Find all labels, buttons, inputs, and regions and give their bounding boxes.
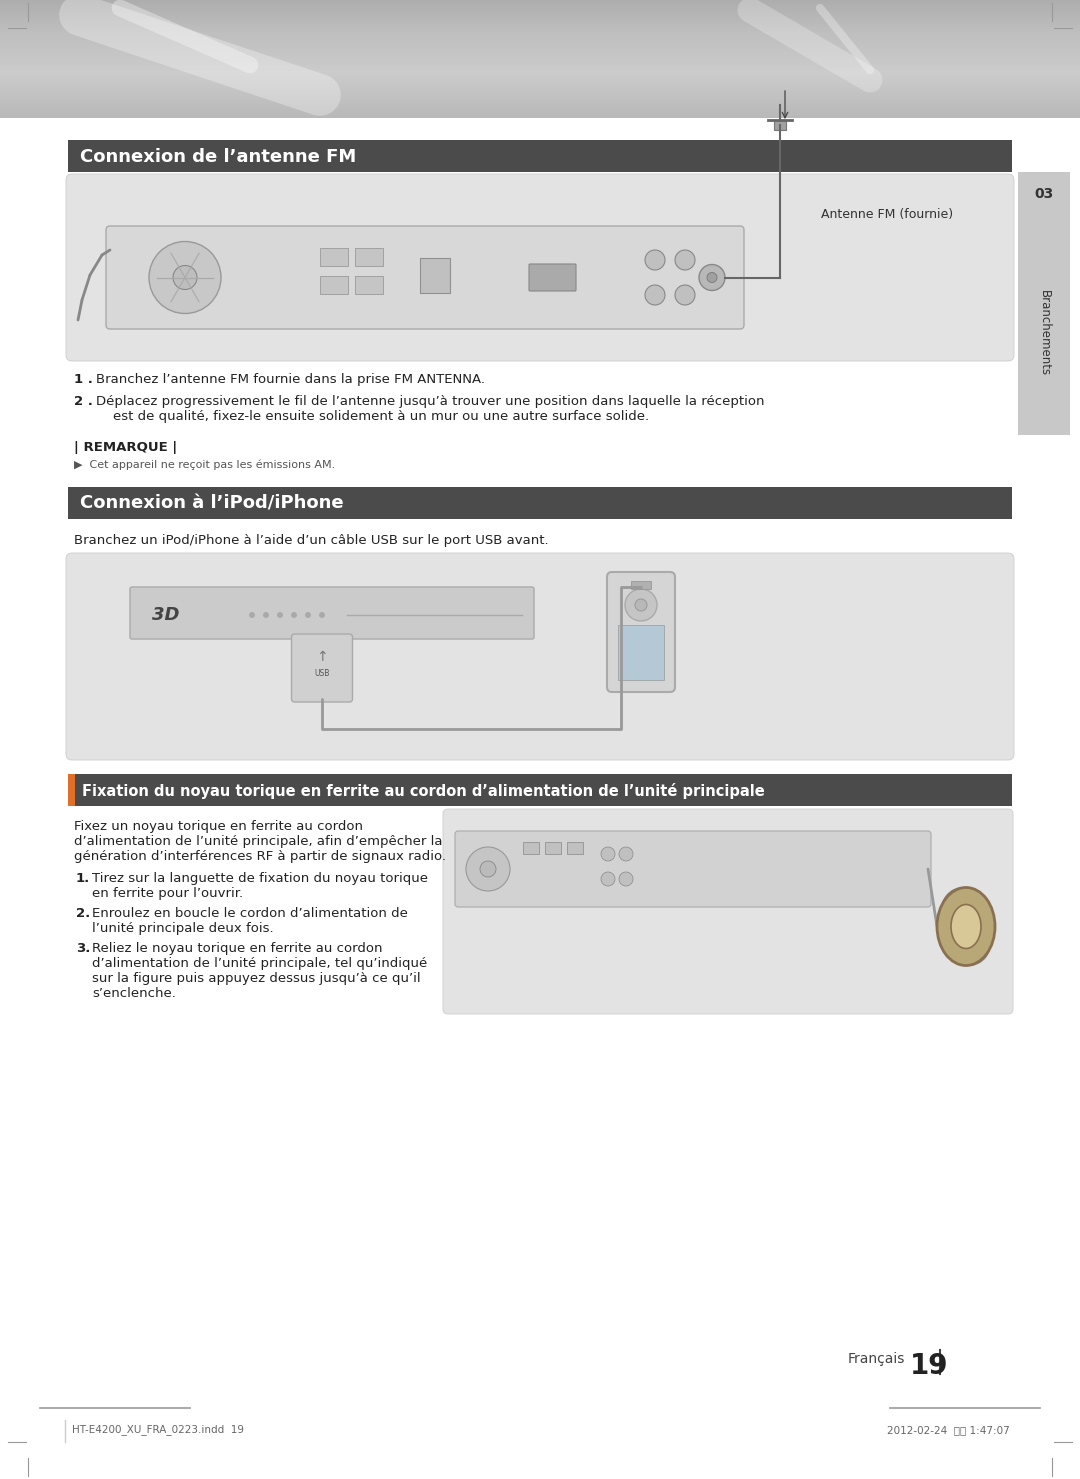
FancyBboxPatch shape	[455, 831, 931, 907]
Bar	[774, 120, 786, 130]
Text: Fixation du noyau torique en ferrite au cordon d’alimentation de l’unité princip: Fixation du noyau torique en ferrite au …	[82, 782, 765, 799]
Text: Reliez le noyau torique en ferrite au cordon
d’alimentation de l’unité principal: Reliez le noyau torique en ferrite au co…	[92, 942, 428, 1000]
FancyBboxPatch shape	[529, 263, 576, 291]
Bar	[523, 842, 539, 853]
Circle shape	[645, 250, 665, 271]
Bar	[355, 277, 383, 294]
Text: Branchements: Branchements	[1038, 290, 1051, 377]
Text: USB: USB	[314, 670, 329, 679]
Bar	[420, 257, 450, 293]
Bar	[1018, 172, 1070, 435]
FancyBboxPatch shape	[66, 175, 1014, 361]
Text: Branchez un iPod/iPhone à l’aide d’un câble USB sur le port USB avant.: Branchez un iPod/iPhone à l’aide d’un câ…	[75, 534, 549, 547]
Text: HT-E4200_XU_FRA_0223.indd  19: HT-E4200_XU_FRA_0223.indd 19	[72, 1424, 244, 1436]
Circle shape	[645, 285, 665, 305]
Circle shape	[249, 612, 255, 618]
Circle shape	[625, 589, 657, 621]
Text: Tirez sur la languette de fixation du noyau torique
en ferrite pour l’ouvrir.: Tirez sur la languette de fixation du no…	[92, 873, 428, 901]
Circle shape	[635, 599, 647, 611]
Ellipse shape	[951, 905, 981, 948]
Text: Déplacez progressivement le fil de l’antenne jusqu’à trouver une position dans l: Déplacez progressivement le fil de l’ant…	[96, 395, 765, 423]
Circle shape	[149, 241, 221, 314]
Circle shape	[319, 612, 325, 618]
Bar	[320, 277, 348, 294]
Bar	[68, 141, 1012, 172]
Circle shape	[699, 265, 725, 290]
FancyBboxPatch shape	[292, 634, 352, 703]
Circle shape	[291, 612, 297, 618]
Circle shape	[480, 861, 496, 877]
Bar	[68, 774, 1012, 806]
Circle shape	[264, 612, 269, 618]
Text: ↑: ↑	[316, 649, 328, 664]
Text: Français: Français	[848, 1352, 905, 1367]
Text: 03: 03	[1035, 186, 1054, 201]
Bar	[355, 248, 383, 266]
FancyBboxPatch shape	[130, 587, 534, 639]
Bar	[567, 842, 583, 853]
Circle shape	[465, 847, 510, 890]
Ellipse shape	[937, 887, 995, 966]
Bar	[320, 248, 348, 266]
Text: Antenne FM (fournie): Antenne FM (fournie)	[821, 209, 953, 220]
Text: 19: 19	[910, 1352, 948, 1380]
Text: Fixez un noyau torique en ferrite au cordon
d’alimentation de l’unité principale: Fixez un noyau torique en ferrite au cor…	[75, 819, 446, 864]
Text: | REMARQUE |: | REMARQUE |	[75, 441, 177, 454]
Bar	[631, 581, 651, 589]
Circle shape	[619, 847, 633, 861]
FancyBboxPatch shape	[607, 572, 675, 692]
Text: 3D: 3D	[152, 606, 179, 624]
Circle shape	[305, 612, 311, 618]
Text: 1 .: 1 .	[75, 373, 93, 386]
Circle shape	[619, 873, 633, 886]
FancyBboxPatch shape	[106, 226, 744, 328]
Bar	[68, 487, 1012, 519]
Circle shape	[600, 847, 615, 861]
Circle shape	[173, 266, 197, 290]
Text: Enroulez en boucle le cordon d’alimentation de
l’unité principale deux fois.: Enroulez en boucle le cordon d’alimentat…	[92, 907, 408, 935]
Text: ▶  Cet appareil ne reçoit pas les émissions AM.: ▶ Cet appareil ne reçoit pas les émissio…	[75, 458, 335, 469]
Bar	[68, 774, 75, 806]
Text: 2012-02-24  오전 1:47:07: 2012-02-24 오전 1:47:07	[888, 1424, 1010, 1435]
Circle shape	[276, 612, 283, 618]
Text: 2 .: 2 .	[75, 395, 93, 408]
Circle shape	[675, 285, 696, 305]
Text: 2.: 2.	[76, 907, 91, 920]
Bar	[545, 842, 561, 853]
Text: 3.: 3.	[76, 942, 91, 955]
Text: Branchez l’antenne FM fournie dans la prise FM ANTENNA.: Branchez l’antenne FM fournie dans la pr…	[96, 373, 485, 386]
Text: Connexion à l’iPod/iPhone: Connexion à l’iPod/iPhone	[80, 495, 343, 513]
Circle shape	[675, 250, 696, 271]
Circle shape	[707, 272, 717, 282]
Text: Connexion de l’antenne FM: Connexion de l’antenne FM	[80, 148, 356, 166]
Text: 1.: 1.	[76, 873, 91, 884]
Circle shape	[600, 873, 615, 886]
FancyBboxPatch shape	[66, 553, 1014, 760]
Bar	[618, 626, 664, 680]
FancyBboxPatch shape	[443, 809, 1013, 1015]
